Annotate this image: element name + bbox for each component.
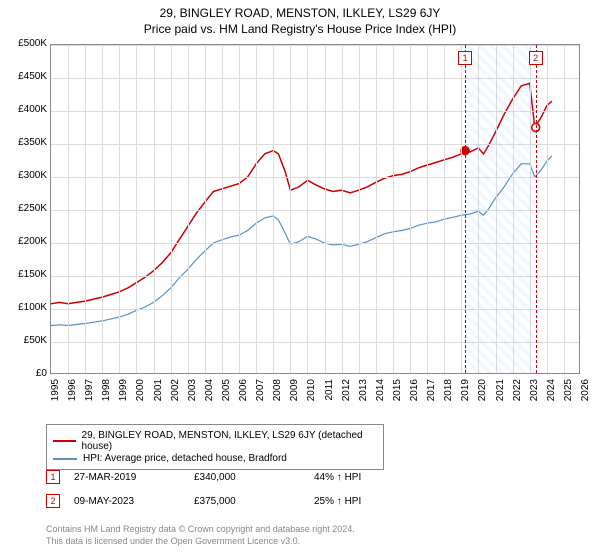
x-axis-label: 1998 xyxy=(101,379,112,409)
x-axis-label: 1999 xyxy=(118,379,129,409)
x-axis-label: 2004 xyxy=(204,379,215,409)
marker-badge: 1 xyxy=(458,51,472,65)
x-axis-label: 2016 xyxy=(409,379,420,409)
y-axis-label: £350K xyxy=(2,137,47,148)
y-axis-label: £50K xyxy=(2,335,47,346)
x-axis-label: 1995 xyxy=(50,379,61,409)
x-axis-label: 2012 xyxy=(341,379,352,409)
gridline-v xyxy=(393,45,394,373)
gridline-v xyxy=(427,45,428,373)
marker-line xyxy=(465,45,466,373)
marker-badge: 2 xyxy=(529,51,543,65)
sale-price: £340,000 xyxy=(194,472,314,483)
gridline-v xyxy=(256,45,257,373)
hatch-band xyxy=(465,45,536,373)
gridline-v xyxy=(188,45,189,373)
x-axis-label: 2001 xyxy=(153,379,164,409)
x-axis-label: 2000 xyxy=(135,379,146,409)
gridline-v xyxy=(222,45,223,373)
sale-date: 09-MAY-2023 xyxy=(74,496,194,507)
y-axis-label: £250K xyxy=(2,203,47,214)
gridline-v xyxy=(239,45,240,373)
x-axis-label: 2023 xyxy=(529,379,540,409)
sale-date: 27-MAR-2019 xyxy=(74,472,194,483)
x-axis-label: 2026 xyxy=(580,379,591,409)
y-axis-label: £400K xyxy=(2,104,47,115)
gridline-v xyxy=(136,45,137,373)
gridline-v xyxy=(461,45,462,373)
x-axis-label: 2011 xyxy=(324,379,335,409)
x-axis-label: 2018 xyxy=(443,379,454,409)
plot-area: 12 xyxy=(50,44,580,374)
footer-text: Contains HM Land Registry data © Crown c… xyxy=(46,524,355,547)
gridline-v xyxy=(547,45,548,373)
x-axis-label: 2007 xyxy=(255,379,266,409)
sale-delta: 44% ↑ HPI xyxy=(314,472,434,483)
legend-label: HPI: Average price, detached house, Brad… xyxy=(83,453,287,464)
sale-row: 2 09-MAY-2023£375,00025% ↑ HPI xyxy=(46,494,434,508)
gridline-v xyxy=(171,45,172,373)
x-axis-label: 2008 xyxy=(272,379,283,409)
x-axis-label: 1997 xyxy=(84,379,95,409)
footer-line-1: Contains HM Land Registry data © Crown c… xyxy=(46,524,355,536)
y-axis-label: £0 xyxy=(2,368,47,379)
x-axis-label: 2020 xyxy=(477,379,488,409)
legend-swatch xyxy=(53,440,76,442)
x-axis-label: 2022 xyxy=(512,379,523,409)
chart-title: 29, BINGLEY ROAD, MENSTON, ILKLEY, LS29 … xyxy=(0,0,600,20)
gridline-v xyxy=(290,45,291,373)
gridline-v xyxy=(102,45,103,373)
gridline-v xyxy=(68,45,69,373)
x-axis-label: 2025 xyxy=(563,379,574,409)
x-axis-label: 2021 xyxy=(495,379,506,409)
x-axis-label: 2019 xyxy=(460,379,471,409)
legend: 29, BINGLEY ROAD, MENSTON, ILKLEY, LS29 … xyxy=(46,424,384,470)
x-axis-label: 2024 xyxy=(546,379,557,409)
y-axis-label: £150K xyxy=(2,269,47,280)
x-axis-label: 2003 xyxy=(187,379,198,409)
x-axis-label: 2013 xyxy=(358,379,369,409)
legend-row: HPI: Average price, detached house, Brad… xyxy=(53,453,377,464)
gridline-v xyxy=(119,45,120,373)
x-axis-label: 2015 xyxy=(392,379,403,409)
x-axis-label: 2014 xyxy=(375,379,386,409)
gridline-v xyxy=(85,45,86,373)
gridline-v xyxy=(325,45,326,373)
y-axis-label: £200K xyxy=(2,236,47,247)
gridline-v xyxy=(359,45,360,373)
footer-line-2: This data is licensed under the Open Gov… xyxy=(46,536,355,548)
y-axis-label: £450K xyxy=(2,71,47,82)
x-axis-label: 1996 xyxy=(67,379,78,409)
chart-container: 29, BINGLEY ROAD, MENSTON, ILKLEY, LS29 … xyxy=(0,0,600,560)
chart-subtitle: Price paid vs. HM Land Registry's House … xyxy=(0,20,600,36)
x-axis-label: 2010 xyxy=(306,379,317,409)
y-axis-label: £100K xyxy=(2,302,47,313)
legend-swatch xyxy=(53,458,77,460)
y-axis-label: £500K xyxy=(2,38,47,49)
sale-marker-badge: 2 xyxy=(46,494,60,508)
x-axis-label: 2006 xyxy=(238,379,249,409)
gridline-v xyxy=(342,45,343,373)
sale-delta: 25% ↑ HPI xyxy=(314,496,434,507)
sale-marker-badge: 1 xyxy=(46,470,60,484)
y-axis-label: £300K xyxy=(2,170,47,181)
gridline-v xyxy=(564,45,565,373)
gridline-v xyxy=(307,45,308,373)
legend-row: 29, BINGLEY ROAD, MENSTON, ILKLEY, LS29 … xyxy=(53,430,377,452)
x-axis-label: 2002 xyxy=(170,379,181,409)
gridline-v xyxy=(205,45,206,373)
x-axis-label: 2005 xyxy=(221,379,232,409)
gridline-v xyxy=(154,45,155,373)
sale-price: £375,000 xyxy=(194,496,314,507)
x-axis-label: 2009 xyxy=(289,379,300,409)
gridline-v xyxy=(273,45,274,373)
sale-row: 1 27-MAR-2019£340,00044% ↑ HPI xyxy=(46,470,434,484)
legend-label: 29, BINGLEY ROAD, MENSTON, ILKLEY, LS29 … xyxy=(82,430,377,452)
gridline-v xyxy=(376,45,377,373)
gridline-v xyxy=(410,45,411,373)
gridline-v xyxy=(444,45,445,373)
x-axis-label: 2017 xyxy=(426,379,437,409)
marker-line xyxy=(536,45,537,373)
